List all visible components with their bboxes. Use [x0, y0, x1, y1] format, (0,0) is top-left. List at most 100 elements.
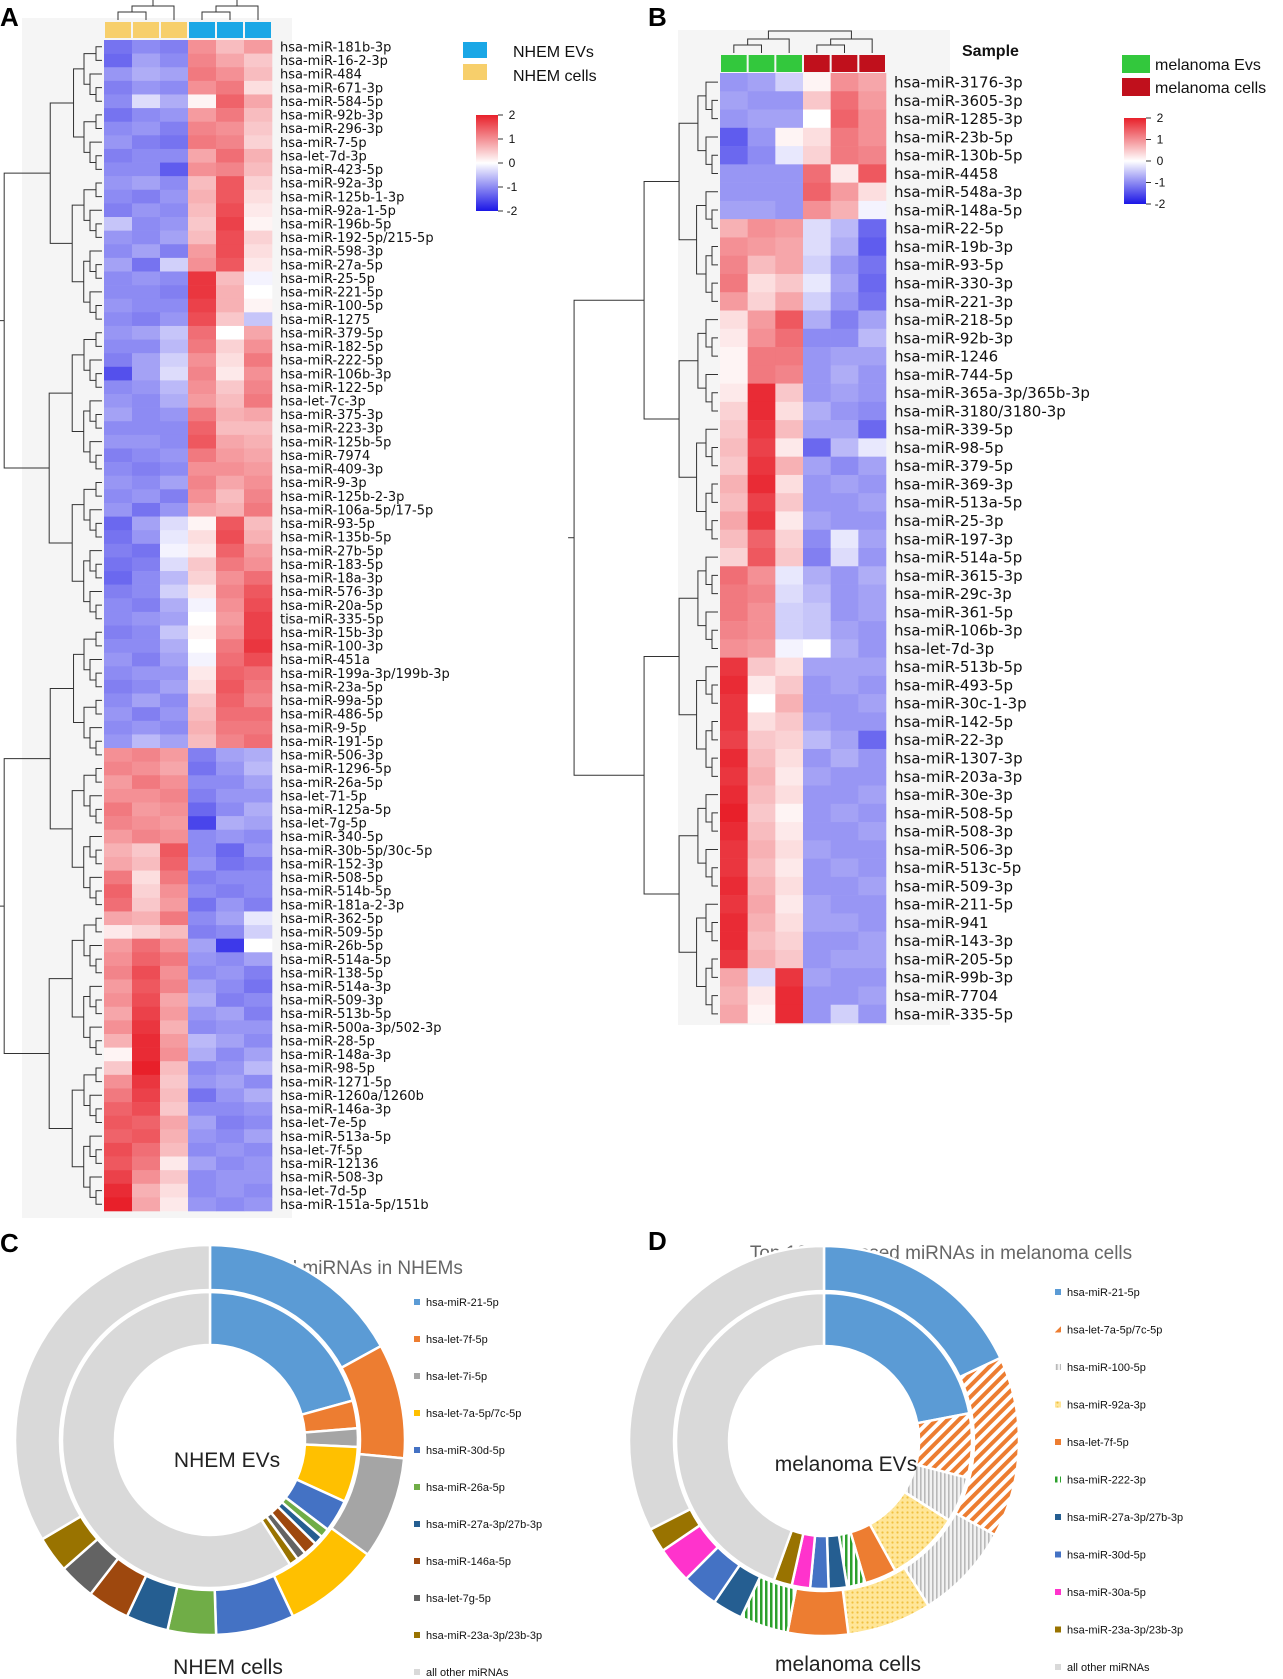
heatmap-cell — [160, 189, 189, 204]
heatmap-cell — [188, 965, 217, 980]
legend-marker — [1055, 1289, 1061, 1295]
heatmap-cell — [775, 657, 804, 677]
column-dendrogram — [117, 0, 259, 20]
heatmap-cell — [188, 298, 217, 313]
legend-entry: hsa-miR-100-5p — [1067, 1362, 1146, 1374]
heatmap-cell — [104, 244, 133, 259]
legend-marker — [1055, 1551, 1061, 1558]
heatmap-cell — [132, 884, 161, 899]
heatmap-cell — [216, 952, 245, 967]
heatmap-cell — [747, 730, 776, 750]
row-label: hsa-miR-135b-5p — [280, 531, 391, 546]
heatmap-cell — [858, 785, 887, 805]
heatmap-cell — [160, 353, 189, 368]
heatmap-cell — [104, 1156, 133, 1171]
heatmap-cell — [775, 511, 804, 531]
heatmap-cell — [104, 1047, 133, 1062]
heatmap-cell — [160, 598, 189, 613]
legend-marker — [414, 1632, 420, 1638]
heatmap-cell — [244, 380, 273, 395]
heatmap-cell — [132, 502, 161, 517]
heatmap-cell — [747, 456, 776, 476]
row-label: hsa-miR-7974 — [280, 449, 370, 464]
heatmap-cell — [244, 1074, 273, 1089]
row-label: hsa-miR-9-3p — [280, 476, 367, 491]
heatmap-cell — [160, 475, 189, 490]
heatmap-cell — [160, 788, 189, 803]
heatmap-cell — [132, 53, 161, 68]
legend-marker — [414, 1447, 420, 1453]
heatmap-cell — [244, 897, 273, 912]
heatmap-cell — [244, 148, 273, 163]
heatmap-cell — [720, 73, 748, 92]
heatmap-cell — [160, 761, 189, 776]
column-annotation-nhem-evs — [217, 22, 243, 38]
heatmap-cell — [775, 73, 804, 92]
row-label: hsa-miR-508-3p — [894, 823, 1013, 841]
row-label: hsa-miR-513a-5p — [280, 1130, 391, 1145]
heatmap-cell — [720, 383, 748, 403]
heatmap-cell — [775, 255, 804, 275]
heatmap-cell — [188, 257, 217, 272]
heatmap-cell — [132, 325, 161, 340]
row-label: hsa-miR-125a-5p — [280, 803, 391, 818]
heatmap-cell — [216, 1061, 245, 1076]
legend-marker — [1055, 1589, 1061, 1595]
row-label: hsa-miR-20a-5p — [280, 599, 383, 614]
heatmap-cell — [160, 366, 189, 381]
heatmap-cell — [104, 1115, 133, 1130]
heatmap-cell — [858, 840, 887, 859]
heatmap-cell — [803, 639, 831, 658]
heatmap-cell — [720, 748, 748, 768]
column-dendrogram — [733, 30, 873, 53]
heatmap-cell — [720, 365, 748, 384]
heatmap-cell — [216, 162, 245, 177]
heatmap-cell — [244, 502, 273, 517]
heatmap-cell — [188, 271, 217, 286]
heatmap-cell — [160, 135, 189, 150]
heatmap-cell — [244, 1170, 273, 1185]
heatmap-cell — [830, 895, 859, 914]
heatmap-cell — [188, 1047, 217, 1062]
row-label: hsa-miR-506-3p — [894, 841, 1013, 859]
heatmap-cell — [132, 870, 161, 885]
heatmap-cell — [775, 639, 804, 658]
heatmap-cell — [858, 219, 887, 238]
heatmap-cell — [160, 925, 189, 939]
heatmap-cell — [775, 347, 804, 366]
heatmap-cell — [216, 80, 245, 95]
heatmap-cell — [132, 965, 161, 980]
heatmap-cell — [858, 237, 887, 256]
donut-slice — [785, 1586, 850, 1638]
heatmap-cell — [720, 310, 748, 330]
heatmap-cell — [216, 1156, 245, 1171]
heatmap-cell — [104, 257, 133, 272]
heatmap-cell — [830, 91, 859, 110]
row-label: hsa-miR-130b-5p — [894, 147, 1023, 165]
heatmap-cell — [104, 598, 133, 613]
row-label: hsa-miR-191-5p — [280, 735, 383, 750]
heatmap-cell — [104, 625, 133, 640]
heatmap-cell — [132, 1074, 161, 1089]
heatmap-cell — [104, 693, 133, 708]
heatmap-cell — [858, 584, 887, 604]
heatmap-cell — [216, 1074, 245, 1089]
heatmap-cell — [216, 843, 245, 858]
heatmap-cell — [720, 328, 748, 348]
heatmap-cell — [858, 328, 887, 348]
heatmap-cell — [188, 366, 217, 381]
row-label: hsa-miR-365a-3p/365b-3p — [894, 384, 1090, 402]
row-label: hsa-miR-192-5p/215-5p — [280, 231, 434, 246]
legend-swatch-nhem-cells — [463, 64, 487, 80]
heatmap-cell — [160, 666, 189, 681]
heatmap-cell — [104, 761, 133, 776]
heatmap-cell — [775, 712, 804, 731]
row-label: hsa-miR-142-5p — [894, 713, 1013, 731]
heatmap-cell — [775, 785, 804, 805]
heatmap-cell — [104, 94, 133, 109]
row-label: hsa-miR-27a-5p — [280, 258, 383, 273]
legend-entry: hsa-let-7f-5p — [426, 1334, 488, 1346]
outer-ring-label-c: NHEM cells — [173, 1656, 283, 1679]
heatmap-cell — [830, 292, 859, 311]
heatmap-cell — [858, 548, 887, 567]
